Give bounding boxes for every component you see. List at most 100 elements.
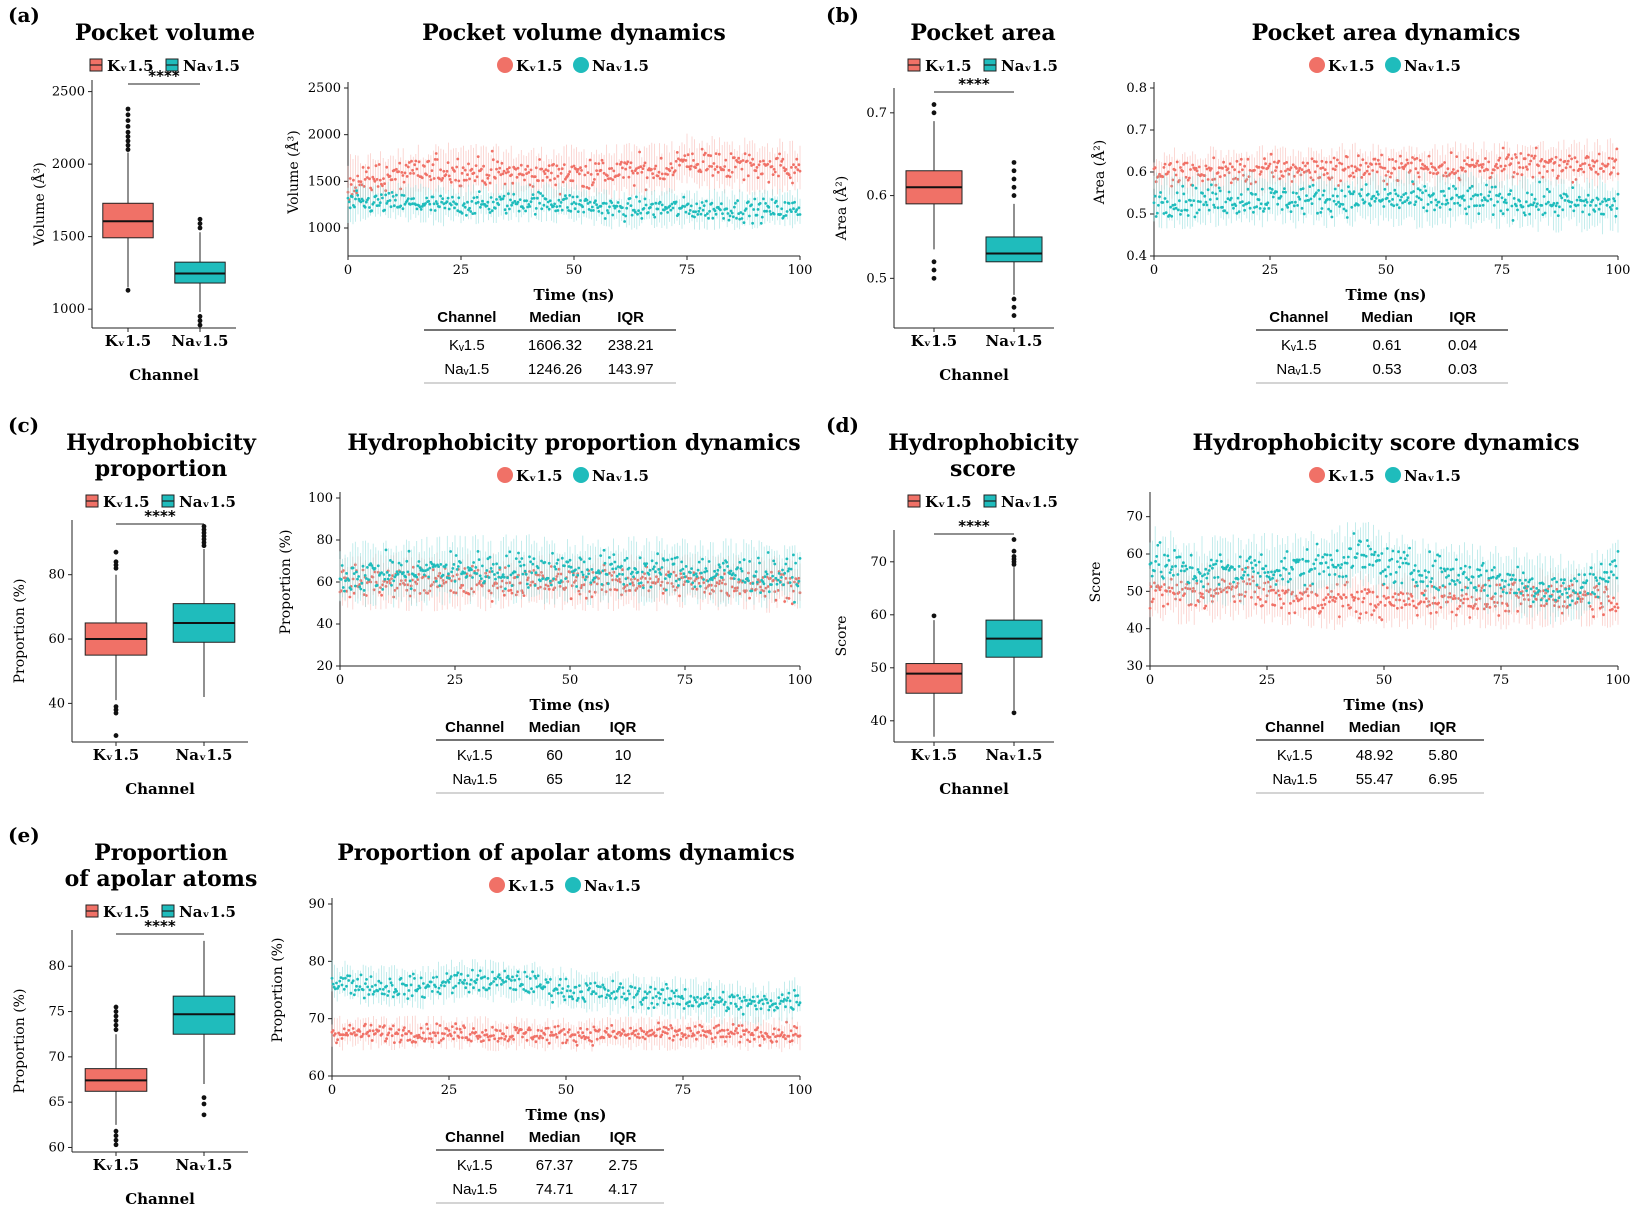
data-point bbox=[618, 162, 622, 166]
data-point bbox=[1174, 206, 1178, 210]
data-point bbox=[1423, 185, 1427, 188]
data-point bbox=[779, 1033, 783, 1037]
data-point bbox=[378, 987, 382, 991]
data-point bbox=[546, 1026, 550, 1030]
data-point bbox=[1400, 606, 1404, 609]
data-point bbox=[408, 579, 412, 583]
data-point bbox=[440, 179, 443, 182]
data-point bbox=[532, 557, 536, 561]
data-point bbox=[669, 997, 673, 1001]
data-point bbox=[580, 169, 583, 172]
data-point bbox=[444, 981, 448, 984]
data-point bbox=[723, 1040, 727, 1043]
table-header-cell: Median bbox=[1349, 719, 1401, 736]
data-point bbox=[774, 598, 778, 602]
data-point bbox=[1313, 567, 1317, 570]
data-point bbox=[397, 1028, 401, 1032]
data-point bbox=[1150, 600, 1154, 604]
data-point bbox=[1155, 211, 1159, 215]
data-point bbox=[476, 155, 480, 159]
data-point bbox=[1297, 598, 1301, 602]
data-point bbox=[397, 561, 401, 565]
data-point bbox=[1511, 573, 1515, 577]
data-point bbox=[717, 152, 721, 156]
data-point bbox=[639, 581, 643, 585]
data-point bbox=[1406, 161, 1410, 165]
data-point bbox=[1433, 559, 1437, 563]
data-point bbox=[1544, 202, 1548, 206]
data-point bbox=[1426, 584, 1429, 588]
data-point bbox=[378, 178, 382, 182]
data-point bbox=[1329, 160, 1333, 164]
data-point bbox=[1563, 159, 1567, 163]
data-point bbox=[490, 570, 494, 573]
data-point bbox=[1527, 580, 1531, 584]
data-point bbox=[785, 999, 788, 1002]
data-point bbox=[1492, 600, 1496, 604]
data-point bbox=[1248, 206, 1252, 210]
data-point bbox=[760, 998, 764, 1002]
data-point bbox=[1492, 204, 1496, 207]
data-point bbox=[639, 165, 643, 169]
data-point bbox=[548, 579, 552, 583]
data-point bbox=[1354, 169, 1358, 173]
data-point bbox=[1151, 597, 1155, 601]
range-band bbox=[331, 959, 801, 1026]
data-point bbox=[339, 578, 343, 581]
data-point bbox=[408, 594, 412, 598]
data-point bbox=[1466, 597, 1469, 601]
data-point bbox=[1592, 573, 1595, 576]
data-point bbox=[472, 561, 475, 564]
data-point bbox=[694, 572, 698, 576]
data-point bbox=[485, 204, 489, 208]
data-point bbox=[1317, 189, 1320, 192]
data-point bbox=[1357, 154, 1360, 158]
data-point bbox=[601, 569, 605, 573]
data-point bbox=[480, 167, 483, 171]
outlier-point bbox=[113, 1009, 119, 1014]
data-point bbox=[392, 204, 396, 208]
data-point bbox=[511, 181, 515, 185]
data-point bbox=[632, 1029, 636, 1033]
y-tick-label: 60 bbox=[316, 575, 333, 590]
data-point bbox=[476, 1037, 480, 1040]
data-point bbox=[1577, 195, 1581, 199]
data-point bbox=[1484, 198, 1487, 202]
x-axis-label: Channel bbox=[939, 366, 1009, 384]
data-point bbox=[1250, 596, 1253, 599]
data-point bbox=[659, 211, 663, 215]
data-point bbox=[375, 584, 379, 587]
data-point bbox=[520, 1028, 523, 1031]
data-point bbox=[760, 215, 764, 219]
data-point bbox=[797, 163, 801, 167]
data-point bbox=[529, 560, 532, 564]
data-point bbox=[773, 1008, 776, 1012]
data-point bbox=[439, 168, 442, 172]
data-point bbox=[1199, 595, 1203, 598]
data-point bbox=[418, 1035, 422, 1039]
data-point bbox=[729, 152, 733, 156]
data-point bbox=[1309, 176, 1313, 180]
data-point bbox=[1291, 567, 1294, 571]
data-point bbox=[524, 989, 528, 993]
data-point bbox=[1197, 165, 1201, 169]
data-point bbox=[1222, 160, 1225, 164]
data-point bbox=[746, 1038, 749, 1042]
data-point bbox=[656, 552, 659, 556]
data-point bbox=[1467, 205, 1471, 209]
data-point bbox=[1251, 566, 1254, 570]
data-point bbox=[554, 209, 558, 213]
data-point bbox=[1365, 169, 1369, 173]
data-point bbox=[773, 1027, 776, 1031]
data-point bbox=[579, 199, 582, 202]
data-point bbox=[648, 990, 651, 994]
data-point bbox=[762, 197, 765, 201]
data-point bbox=[1352, 598, 1356, 602]
data-point bbox=[1375, 559, 1379, 562]
data-point bbox=[590, 1040, 593, 1043]
data-point bbox=[453, 580, 457, 583]
data-point bbox=[520, 557, 524, 560]
data-point bbox=[1347, 185, 1350, 189]
data-point bbox=[358, 585, 362, 589]
data-point bbox=[1391, 198, 1394, 201]
